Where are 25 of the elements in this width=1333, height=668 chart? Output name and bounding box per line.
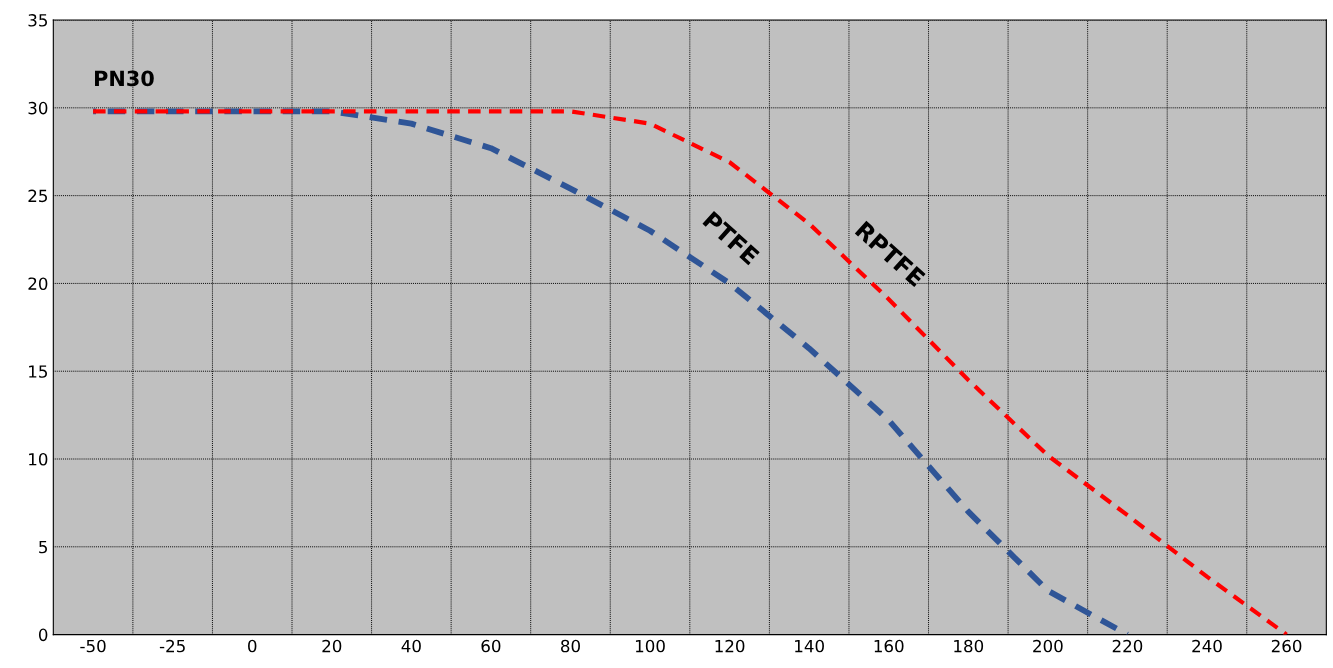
y-tick-label: 20 [28, 277, 48, 290]
x-tick-label: 140 [795, 639, 824, 653]
x-tick-label: 0 [248, 639, 257, 653]
y-tick-label: 15 [29, 365, 47, 378]
y-tick-label: 30 [28, 101, 48, 115]
x-tick-label: 260 [1271, 639, 1302, 653]
x-tick-label: 100 [635, 639, 665, 653]
annotation: PN30 [95, 70, 154, 87]
y-tick-label: 35 [28, 14, 47, 27]
y-tick-label: 5 [39, 540, 47, 554]
x-tick-label: 40 [401, 639, 421, 653]
x-tick-label: 80 [561, 639, 580, 653]
x-tick-label: 60 [481, 639, 501, 653]
x-tick-label: 240 [1192, 639, 1222, 653]
x-tick-label: 160 [874, 639, 904, 653]
x-tick-label: 20 [322, 639, 342, 653]
x-tick-label: -50 [80, 639, 106, 653]
x-tick-label: 220 [1112, 639, 1143, 653]
x-tick-label: 180 [954, 639, 984, 653]
y-tick-label: 0 [38, 628, 48, 642]
x-tick-label: -25 [159, 639, 185, 653]
y-tick-label: 25 [28, 189, 47, 203]
x-tick-label: 120 [715, 639, 745, 653]
y-tick-label: 10 [29, 452, 48, 466]
x-tick-label: 200 [1033, 639, 1063, 653]
